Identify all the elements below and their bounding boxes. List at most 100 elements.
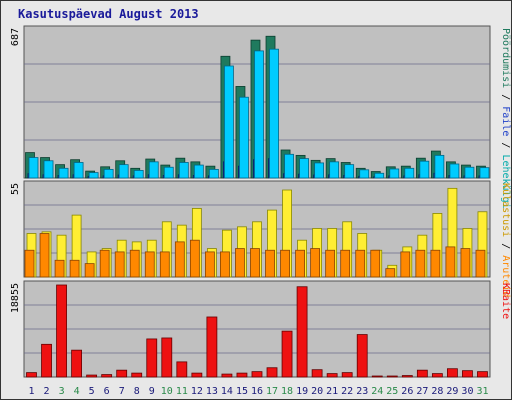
bar-KBaite-day-8 [131,372,143,378]
bar-KBaite-day-23 [356,334,368,378]
bar-Aruteid-day-18 [280,249,290,278]
bar-Faile-day-16 [254,50,264,179]
bar-Faile-day-13 [208,168,219,179]
bar-KBaite-day-16 [251,371,263,378]
x-tick-day-25: 25 [386,386,398,397]
bar-KBaite-day-31 [477,371,488,378]
bar-Faile-day-15 [239,96,249,179]
bar-KBaite-day-4 [71,349,82,378]
x-tick-day-23: 23 [356,386,368,397]
bar-Aruteid-day-19 [295,249,305,278]
legend-separator: / [500,237,511,255]
bar-KBaite-day-11 [176,361,188,378]
bar-KBaite-day-28 [431,373,443,378]
bar-Faile-day-8 [133,170,144,179]
bar-KBaite-day-5 [86,374,98,378]
legend-label: KBaite [500,283,511,319]
bar-Faile-day-7 [118,164,129,179]
x-tick-day-22: 22 [341,386,353,397]
bar-Faile-day-22 [344,164,355,179]
bar-Faile-day-27 [419,160,430,179]
bar-Aruteid-day-16 [250,248,260,278]
series-legend-2: Külastusi / Aruteid [500,183,511,297]
bar-Faile-day-25 [389,168,400,179]
bar-KBaite-day-30 [462,370,473,378]
x-tick-day-1: 1 [29,386,35,397]
bar-KBaite-day-1 [26,372,37,378]
bar-KBaite-day-26 [401,375,413,378]
bar-Faile-day-4 [73,162,84,179]
bar-Faile-day-26 [404,167,415,179]
bar-Faile-day-24 [374,172,385,179]
bar-Aruteid-day-28 [430,249,441,278]
x-tick-day-9: 9 [149,386,155,397]
x-tick-day-7: 7 [119,386,125,397]
bar-KBaite-day-7 [116,369,128,378]
bar-Faile-day-18 [284,153,294,179]
legend-label: Pöördumisi [500,28,511,88]
bar-KBaite-day-15 [236,372,248,378]
legend-label: Külastusi [500,183,511,237]
bar-Aruteid-day-1 [24,249,35,278]
bar-Aruteid-day-26 [400,251,411,278]
bar-Faile-day-20 [314,162,325,179]
bar-Faile-day-21 [329,161,340,179]
bar-Aruteid-day-29 [445,246,456,278]
bar-KBaite-day-18 [281,330,293,378]
bar-KBaite-day-19 [296,286,308,378]
bar-KBaite-day-25 [386,375,398,378]
bar-Aruteid-day-27 [415,249,426,278]
bar-Aruteid-day-20 [310,248,321,278]
bar-Aruteid-day-21 [325,249,336,278]
bar-Faile-day-23 [359,169,370,179]
x-tick-day-12: 12 [191,386,203,397]
bar-KBaite-day-2 [41,343,52,378]
x-tick-day-28: 28 [431,386,443,397]
bar-Faile-day-28 [434,154,445,179]
bar-Faile-day-12 [193,164,204,179]
bar-KBaite-day-13 [206,316,218,378]
bar-Aruteid-day-9 [144,251,155,278]
bar-Aruteid-day-4 [69,259,80,278]
bar-Aruteid-day-23 [355,249,366,278]
series-legend-3: KBaite [500,283,511,319]
bar-Aruteid-day-17 [265,249,275,278]
bar-Aruteid-day-31 [475,249,486,278]
bar-Aruteid-day-14 [220,251,230,278]
bar-KBaite-day-9 [146,338,158,378]
x-tick-day-10: 10 [161,386,173,397]
bar-KBaite-day-14 [221,373,233,378]
bar-Aruteid-day-15 [235,248,245,278]
bar-Faile-day-2 [43,160,54,179]
bar-Aruteid-day-5 [84,263,95,278]
bar-Aruteid-day-8 [129,249,140,278]
bar-Faile-day-6 [103,168,114,179]
legend-label: Lehekülgi [500,154,511,208]
legend-separator: / [500,88,511,106]
x-tick-day-18: 18 [281,386,293,397]
bar-Aruteid-day-22 [340,249,351,278]
bar-Aruteid-day-11 [174,241,185,278]
y-axis-max-label: 687 [10,28,21,46]
x-tick-day-6: 6 [104,386,110,397]
y-axis-max-label: 55 [10,183,21,195]
bar-Faile-day-3 [58,167,69,179]
bar-Aruteid-day-10 [159,251,170,278]
bar-Aruteid-day-25 [385,268,396,278]
y-axis-max-label: 18855 [10,283,21,313]
x-tick-day-4: 4 [74,386,80,397]
legend-label: Aruteid [500,255,511,297]
bar-Faile-day-29 [449,163,460,179]
bar-KBaite-day-29 [447,368,458,378]
bar-Faile-day-31 [479,167,490,179]
bar-Aruteid-day-6 [99,249,110,278]
x-tick-day-11: 11 [176,386,188,397]
x-tick-day-20: 20 [311,386,323,397]
bar-Faile-day-10 [163,166,174,179]
x-tick-day-5: 5 [89,386,95,397]
bar-KBaite-day-12 [191,372,203,378]
bar-Faile-day-1 [28,157,39,179]
x-tick-day-19: 19 [296,386,308,397]
x-tick-day-8: 8 [134,386,140,397]
